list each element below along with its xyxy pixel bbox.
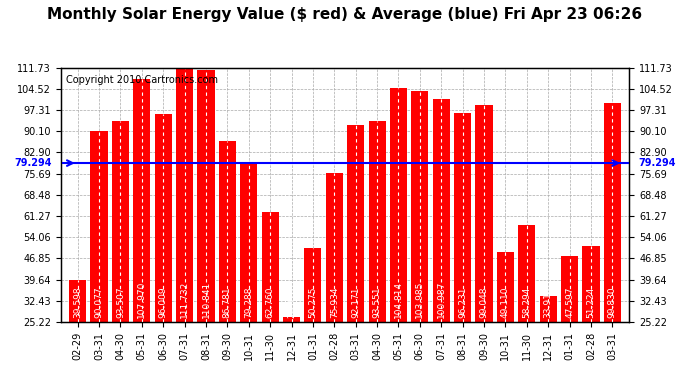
Text: 110.841: 110.841 — [201, 280, 210, 318]
Text: 79.288: 79.288 — [244, 286, 253, 318]
Text: 93.507: 93.507 — [116, 286, 125, 318]
Text: 92.171: 92.171 — [351, 286, 360, 318]
Bar — [326, 173, 343, 375]
Bar — [497, 252, 514, 375]
Text: 62.760: 62.760 — [266, 286, 275, 318]
Bar — [69, 280, 86, 375]
Bar — [433, 99, 450, 375]
Text: 111.732: 111.732 — [180, 280, 189, 318]
Bar — [518, 225, 535, 375]
Text: 50.275: 50.275 — [308, 286, 317, 318]
Text: 33.910: 33.910 — [544, 286, 553, 318]
Bar — [540, 297, 557, 375]
Bar — [304, 248, 322, 375]
Bar — [197, 70, 215, 375]
Text: 86.781: 86.781 — [223, 286, 232, 318]
Text: 90.077: 90.077 — [95, 286, 103, 318]
Text: 103.985: 103.985 — [415, 280, 424, 318]
Text: 75.934: 75.934 — [330, 286, 339, 318]
Bar — [176, 68, 193, 375]
Bar — [604, 103, 621, 375]
Text: 58.294: 58.294 — [522, 286, 531, 318]
Bar — [262, 211, 279, 375]
Bar — [283, 317, 300, 375]
Text: 51.224: 51.224 — [586, 286, 595, 318]
Text: 49.110: 49.110 — [501, 286, 510, 318]
Bar — [475, 105, 493, 375]
Text: 104.814: 104.814 — [394, 280, 403, 318]
Text: Monthly Solar Energy Value ($ red) & Average (blue) Fri Apr 23 06:26: Monthly Solar Energy Value ($ red) & Ave… — [48, 8, 642, 22]
Text: Copyright 2010 Cartronics.com: Copyright 2010 Cartronics.com — [66, 75, 218, 86]
Text: 79.294: 79.294 — [638, 158, 676, 168]
Text: 96.231: 96.231 — [458, 286, 467, 318]
Bar — [368, 121, 386, 375]
Text: 100.987: 100.987 — [437, 280, 446, 318]
Bar — [347, 125, 364, 375]
Bar — [90, 131, 108, 375]
Bar — [112, 122, 129, 375]
Bar — [240, 163, 257, 375]
Bar — [582, 246, 600, 375]
Bar — [454, 113, 471, 375]
Text: 26.918: 26.918 — [287, 286, 296, 318]
Text: 107.970: 107.970 — [137, 280, 146, 318]
Text: 93.551: 93.551 — [373, 286, 382, 318]
Bar — [561, 256, 578, 375]
Bar — [411, 90, 428, 375]
Bar — [219, 141, 236, 375]
Text: 79.294: 79.294 — [14, 158, 52, 168]
Bar — [390, 88, 407, 375]
Text: 39.598: 39.598 — [73, 286, 82, 318]
Bar — [133, 79, 150, 375]
Bar — [155, 114, 172, 375]
Text: 96.009: 96.009 — [159, 286, 168, 318]
Text: 99.048: 99.048 — [480, 286, 489, 318]
Text: 47.597: 47.597 — [565, 286, 574, 318]
Text: 99.830: 99.830 — [608, 286, 617, 318]
